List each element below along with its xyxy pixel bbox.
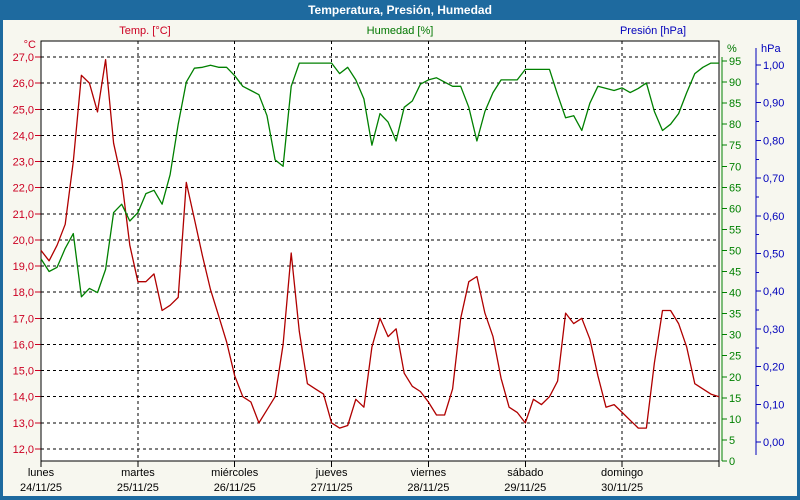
svg-text:21,0: 21,0	[13, 209, 34, 221]
svg-text:18,0: 18,0	[13, 287, 34, 299]
svg-text:26/11/25: 26/11/25	[214, 482, 256, 494]
svg-text:1,00: 1,00	[763, 60, 784, 72]
svg-text:20: 20	[729, 372, 741, 384]
svg-text:0,10: 0,10	[763, 399, 784, 411]
svg-text:23,0: 23,0	[13, 157, 34, 169]
svg-text:55: 55	[729, 224, 741, 236]
svg-text:19,0: 19,0	[13, 261, 34, 273]
svg-text:50: 50	[729, 246, 741, 258]
plot-background	[41, 41, 719, 461]
svg-text:27,0: 27,0	[13, 52, 34, 64]
svg-text:95: 95	[729, 56, 741, 68]
svg-text:lunes: lunes	[28, 467, 55, 479]
temp-axis: 27,0 26,0 25,0 24,0 23,0 22,0 21,0 20,0 19,0 18,0…	[13, 52, 41, 456]
svg-text:0,80: 0,80	[763, 135, 784, 147]
svg-text:24,0: 24,0	[13, 130, 34, 142]
svg-text:20,0: 20,0	[13, 235, 34, 247]
humidity-axis-unit: %	[727, 43, 737, 55]
svg-text:27/11/25: 27/11/25	[311, 482, 353, 494]
svg-text:0,90: 0,90	[763, 98, 784, 110]
svg-text:26,0: 26,0	[13, 78, 34, 90]
window-title: Temperatura, Presión, Humedad	[308, 3, 492, 17]
svg-text:90: 90	[729, 77, 741, 89]
svg-text:65: 65	[729, 182, 741, 194]
pressure-series-label: Presión [hPa]	[619, 25, 687, 37]
humidity-curve	[40, 62, 719, 298]
svg-text:75: 75	[729, 140, 741, 152]
humidity-series-label: Humedad [%]	[366, 25, 434, 37]
svg-text:5: 5	[729, 435, 735, 447]
svg-text:viernes: viernes	[411, 467, 447, 479]
svg-text:10: 10	[729, 414, 741, 426]
svg-text:15,0: 15,0	[13, 366, 34, 378]
title-bar: Temperatura, Presión, Humedad	[0, 0, 800, 20]
pressure-axis-unit: hPa	[761, 43, 781, 55]
svg-text:30: 30	[729, 330, 741, 342]
day-labels: lunes 24/11/25 martes 25/11/25 miércoles 26/1…	[20, 467, 643, 494]
svg-text:0,70: 0,70	[763, 173, 784, 185]
svg-text:domingo: domingo	[601, 467, 643, 479]
svg-text:24/11/25: 24/11/25	[20, 482, 62, 494]
temp-axis-unit: °C	[23, 39, 36, 51]
svg-text:17,0: 17,0	[13, 313, 34, 325]
svg-text:40: 40	[729, 288, 741, 300]
svg-text:45: 45	[729, 267, 741, 279]
svg-text:sábado: sábado	[507, 467, 543, 479]
svg-text:25: 25	[729, 351, 741, 363]
svg-text:0,30: 0,30	[763, 324, 784, 336]
svg-text:29/11/25: 29/11/25	[504, 482, 546, 494]
gridlines	[41, 41, 719, 461]
svg-text:30/11/25: 30/11/25	[601, 482, 643, 494]
svg-text:15: 15	[729, 393, 741, 405]
svg-text:28/11/25: 28/11/25	[407, 482, 449, 494]
svg-text:14,0: 14,0	[13, 392, 34, 404]
svg-text:70: 70	[729, 161, 741, 173]
svg-text:martes: martes	[121, 467, 155, 479]
svg-text:35: 35	[729, 309, 741, 321]
svg-text:0,60: 0,60	[763, 211, 784, 223]
svg-text:22,0: 22,0	[13, 183, 34, 195]
svg-text:13,0: 13,0	[13, 418, 34, 430]
temp-series-label: Temp. [°C]	[119, 25, 171, 37]
svg-text:0,00: 0,00	[763, 437, 784, 449]
svg-text:16,0: 16,0	[13, 340, 34, 352]
svg-text:60: 60	[729, 203, 741, 215]
svg-text:0: 0	[729, 456, 735, 468]
x-axis	[40, 461, 720, 467]
svg-text:80: 80	[729, 119, 741, 131]
svg-text:jueves: jueves	[315, 467, 348, 479]
svg-text:85: 85	[729, 98, 741, 110]
svg-text:0,20: 0,20	[763, 362, 784, 374]
svg-text:0,50: 0,50	[763, 249, 784, 261]
svg-text:25,0: 25,0	[13, 104, 34, 116]
svg-text:miércoles: miércoles	[211, 467, 259, 479]
svg-text:25/11/25: 25/11/25	[117, 482, 159, 494]
svg-text:12,0: 12,0	[13, 444, 34, 456]
svg-text:0,40: 0,40	[763, 286, 784, 298]
temp-curve	[40, 58, 720, 429]
pressure-axis: 1,00 0,90 0,80 0,70 0,60 0,50 0,40 0,30 0,20 0,10…	[755, 48, 784, 455]
